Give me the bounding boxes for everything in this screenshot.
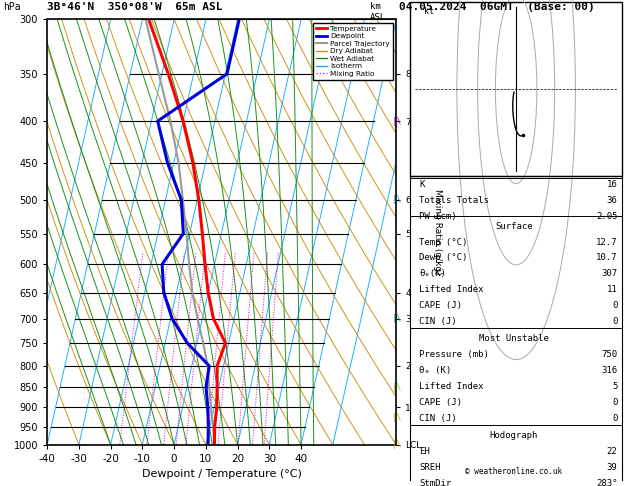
X-axis label: Dewpoint / Temperature (°C): Dewpoint / Temperature (°C) xyxy=(142,469,302,479)
Text: Dewp (°C): Dewp (°C) xyxy=(420,253,468,262)
Bar xyxy=(410,175,622,486)
Text: 04.05.2024  06GMT  (Base: 00): 04.05.2024 06GMT (Base: 00) xyxy=(399,2,595,13)
Legend: Temperature, Dewpoint, Parcel Trajectory, Dry Adiabat, Wet Adiabat, Isotherm, Mi: Temperature, Dewpoint, Parcel Trajectory… xyxy=(313,23,392,80)
Text: 0: 0 xyxy=(612,398,618,407)
Text: km
ASL: km ASL xyxy=(370,2,386,22)
Y-axis label: Mixing Ratio (g/kg): Mixing Ratio (g/kg) xyxy=(433,189,442,275)
Text: 39: 39 xyxy=(607,463,618,472)
Text: 11: 11 xyxy=(607,285,618,294)
Text: Most Unstable: Most Unstable xyxy=(479,334,549,344)
Text: 283°: 283° xyxy=(596,479,618,486)
Text: StmDir: StmDir xyxy=(420,479,452,486)
Text: © weatheronline.co.uk: © weatheronline.co.uk xyxy=(465,468,562,476)
Bar xyxy=(410,2,622,175)
Text: CAPE (J): CAPE (J) xyxy=(420,301,462,310)
Text: |\: |\ xyxy=(392,383,401,392)
Text: 0: 0 xyxy=(612,317,618,326)
Text: |\: |\ xyxy=(392,440,401,449)
Text: Surface: Surface xyxy=(495,222,533,231)
Text: Lifted Index: Lifted Index xyxy=(420,285,484,294)
Text: EH: EH xyxy=(420,447,430,456)
Text: K: K xyxy=(420,180,425,190)
Text: |\: |\ xyxy=(392,195,401,205)
Text: kt: kt xyxy=(424,7,434,16)
Text: 316: 316 xyxy=(601,366,618,375)
Text: SREH: SREH xyxy=(420,463,441,472)
Text: Temp (°C): Temp (°C) xyxy=(420,238,468,246)
Text: Hodograph: Hodograph xyxy=(490,431,538,440)
Text: |\: |\ xyxy=(392,117,401,125)
Text: 36: 36 xyxy=(607,196,618,205)
Text: 3B°46'N  350°08'W  65m ASL: 3B°46'N 350°08'W 65m ASL xyxy=(47,2,223,13)
Text: 307: 307 xyxy=(601,269,618,278)
Text: 0: 0 xyxy=(612,301,618,310)
Text: 5: 5 xyxy=(612,382,618,391)
Text: |\: |\ xyxy=(392,314,401,323)
Text: PW (cm): PW (cm) xyxy=(420,212,457,221)
Text: 12.7: 12.7 xyxy=(596,238,618,246)
Text: CIN (J): CIN (J) xyxy=(420,317,457,326)
Text: 0: 0 xyxy=(612,414,618,423)
Text: Totals Totals: Totals Totals xyxy=(420,196,489,205)
Text: 16: 16 xyxy=(607,180,618,190)
Text: 22: 22 xyxy=(607,447,618,456)
Text: CAPE (J): CAPE (J) xyxy=(420,398,462,407)
Text: 750: 750 xyxy=(601,350,618,359)
Text: 10.7: 10.7 xyxy=(596,253,618,262)
Text: θₑ(K): θₑ(K) xyxy=(420,269,446,278)
Text: hPa: hPa xyxy=(3,2,21,13)
Text: θₑ (K): θₑ (K) xyxy=(420,366,452,375)
Text: Pressure (mb): Pressure (mb) xyxy=(420,350,489,359)
Text: Lifted Index: Lifted Index xyxy=(420,382,484,391)
Text: 2.05: 2.05 xyxy=(596,212,618,221)
Text: |\: |\ xyxy=(392,413,401,422)
Text: CIN (J): CIN (J) xyxy=(420,414,457,423)
